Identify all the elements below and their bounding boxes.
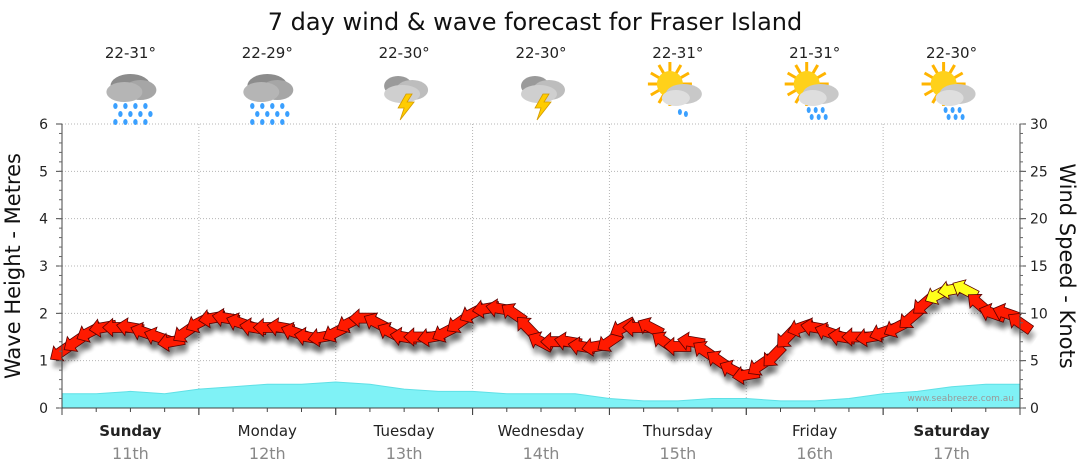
temp-range: 22-29° <box>242 44 293 62</box>
right-tick-label: 20 <box>1030 212 1048 228</box>
day-name: Sunday <box>99 422 162 440</box>
day-date: 16th <box>796 444 833 463</box>
day-name: Saturday <box>913 422 990 440</box>
plot-background <box>62 124 1020 408</box>
sun-cloud-rain-icon <box>784 62 839 120</box>
temp-range: 22-30° <box>379 44 430 62</box>
right-axis-title: Wind Speed - Knots <box>1055 163 1079 368</box>
day-forecast: 22-29° <box>242 44 294 125</box>
temp-range: 22-30° <box>515 44 566 62</box>
watermark: www.seabreeze.com.au <box>907 394 1014 404</box>
day-forecast: 22-30° <box>515 44 567 121</box>
day-name: Thursday <box>642 422 713 440</box>
day-forecast: 22-31° <box>647 44 703 117</box>
temp-range: 21-31° <box>789 44 840 62</box>
day-name: Friday <box>792 422 838 440</box>
day-name: Wednesday <box>498 422 585 440</box>
day-date: 11th <box>112 444 149 463</box>
right-tick-label: 5 <box>1030 354 1039 370</box>
day-date: 12th <box>249 444 286 463</box>
day-date: 17th <box>933 444 970 463</box>
day-name: Tuesday <box>373 422 435 440</box>
chart-title: 7 day wind & wave forecast for Fraser Is… <box>268 8 802 36</box>
wind-arrow-shadow <box>765 351 789 374</box>
right-tick-label: 30 <box>1030 117 1048 133</box>
wave-series <box>61 381 1021 409</box>
sun-cloud-rain-icon <box>921 62 976 120</box>
day-date: 15th <box>659 444 696 463</box>
right-tick-label: 0 <box>1030 401 1039 417</box>
plot-area <box>62 124 1020 408</box>
left-axis-ticks: 0 1 2 3 4 5 6 <box>39 117 62 417</box>
left-axis-title: Wave Height - Metres <box>1 153 25 379</box>
thunderstorm-icon <box>521 76 565 121</box>
day-forecast: 22-30° <box>379 44 430 121</box>
right-tick-label: 25 <box>1030 164 1048 180</box>
temp-range: 22-31° <box>105 44 156 62</box>
sun-cloud-shower-icon <box>647 62 702 117</box>
wave-area <box>61 381 1021 409</box>
right-tick-label: 15 <box>1030 259 1048 275</box>
day-forecast: 22-30° <box>921 44 977 120</box>
day-forecast: 21-31° <box>784 44 840 120</box>
thunderstorm-icon <box>384 76 429 121</box>
temp-range: 22-31° <box>652 44 703 62</box>
day-date: 14th <box>523 444 560 463</box>
day-forecast: 22-31° <box>105 44 157 125</box>
rain-cloud-icon <box>106 74 157 125</box>
wind-arrow <box>1007 312 1035 335</box>
left-tick-label: 1 <box>39 354 48 370</box>
day-name: Monday <box>238 422 297 440</box>
left-tick-label: 0 <box>39 401 48 417</box>
rain-cloud-icon <box>243 74 294 125</box>
day-forecast-header: 22-31° 22-29° 22-30° 22-30° 22-31° 21-31° 22-3… <box>105 44 977 125</box>
right-tick-label: 10 <box>1030 306 1048 322</box>
day-date: 13th <box>386 444 423 463</box>
left-tick-label: 3 <box>39 259 48 275</box>
left-tick-label: 4 <box>39 212 48 228</box>
left-tick-label: 2 <box>39 306 48 322</box>
right-axis-ticks: 0 5 10 15 20 25 30 <box>1020 117 1048 417</box>
wind-arrow <box>763 342 787 367</box>
left-tick-label: 6 <box>39 117 48 133</box>
day-labels: Sunday 11th Monday 12th Tuesday 13th Wednesday… <box>61 408 1021 463</box>
wind-series <box>49 279 1035 386</box>
temp-range: 22-30° <box>926 44 977 62</box>
left-tick-label: 5 <box>39 164 48 180</box>
